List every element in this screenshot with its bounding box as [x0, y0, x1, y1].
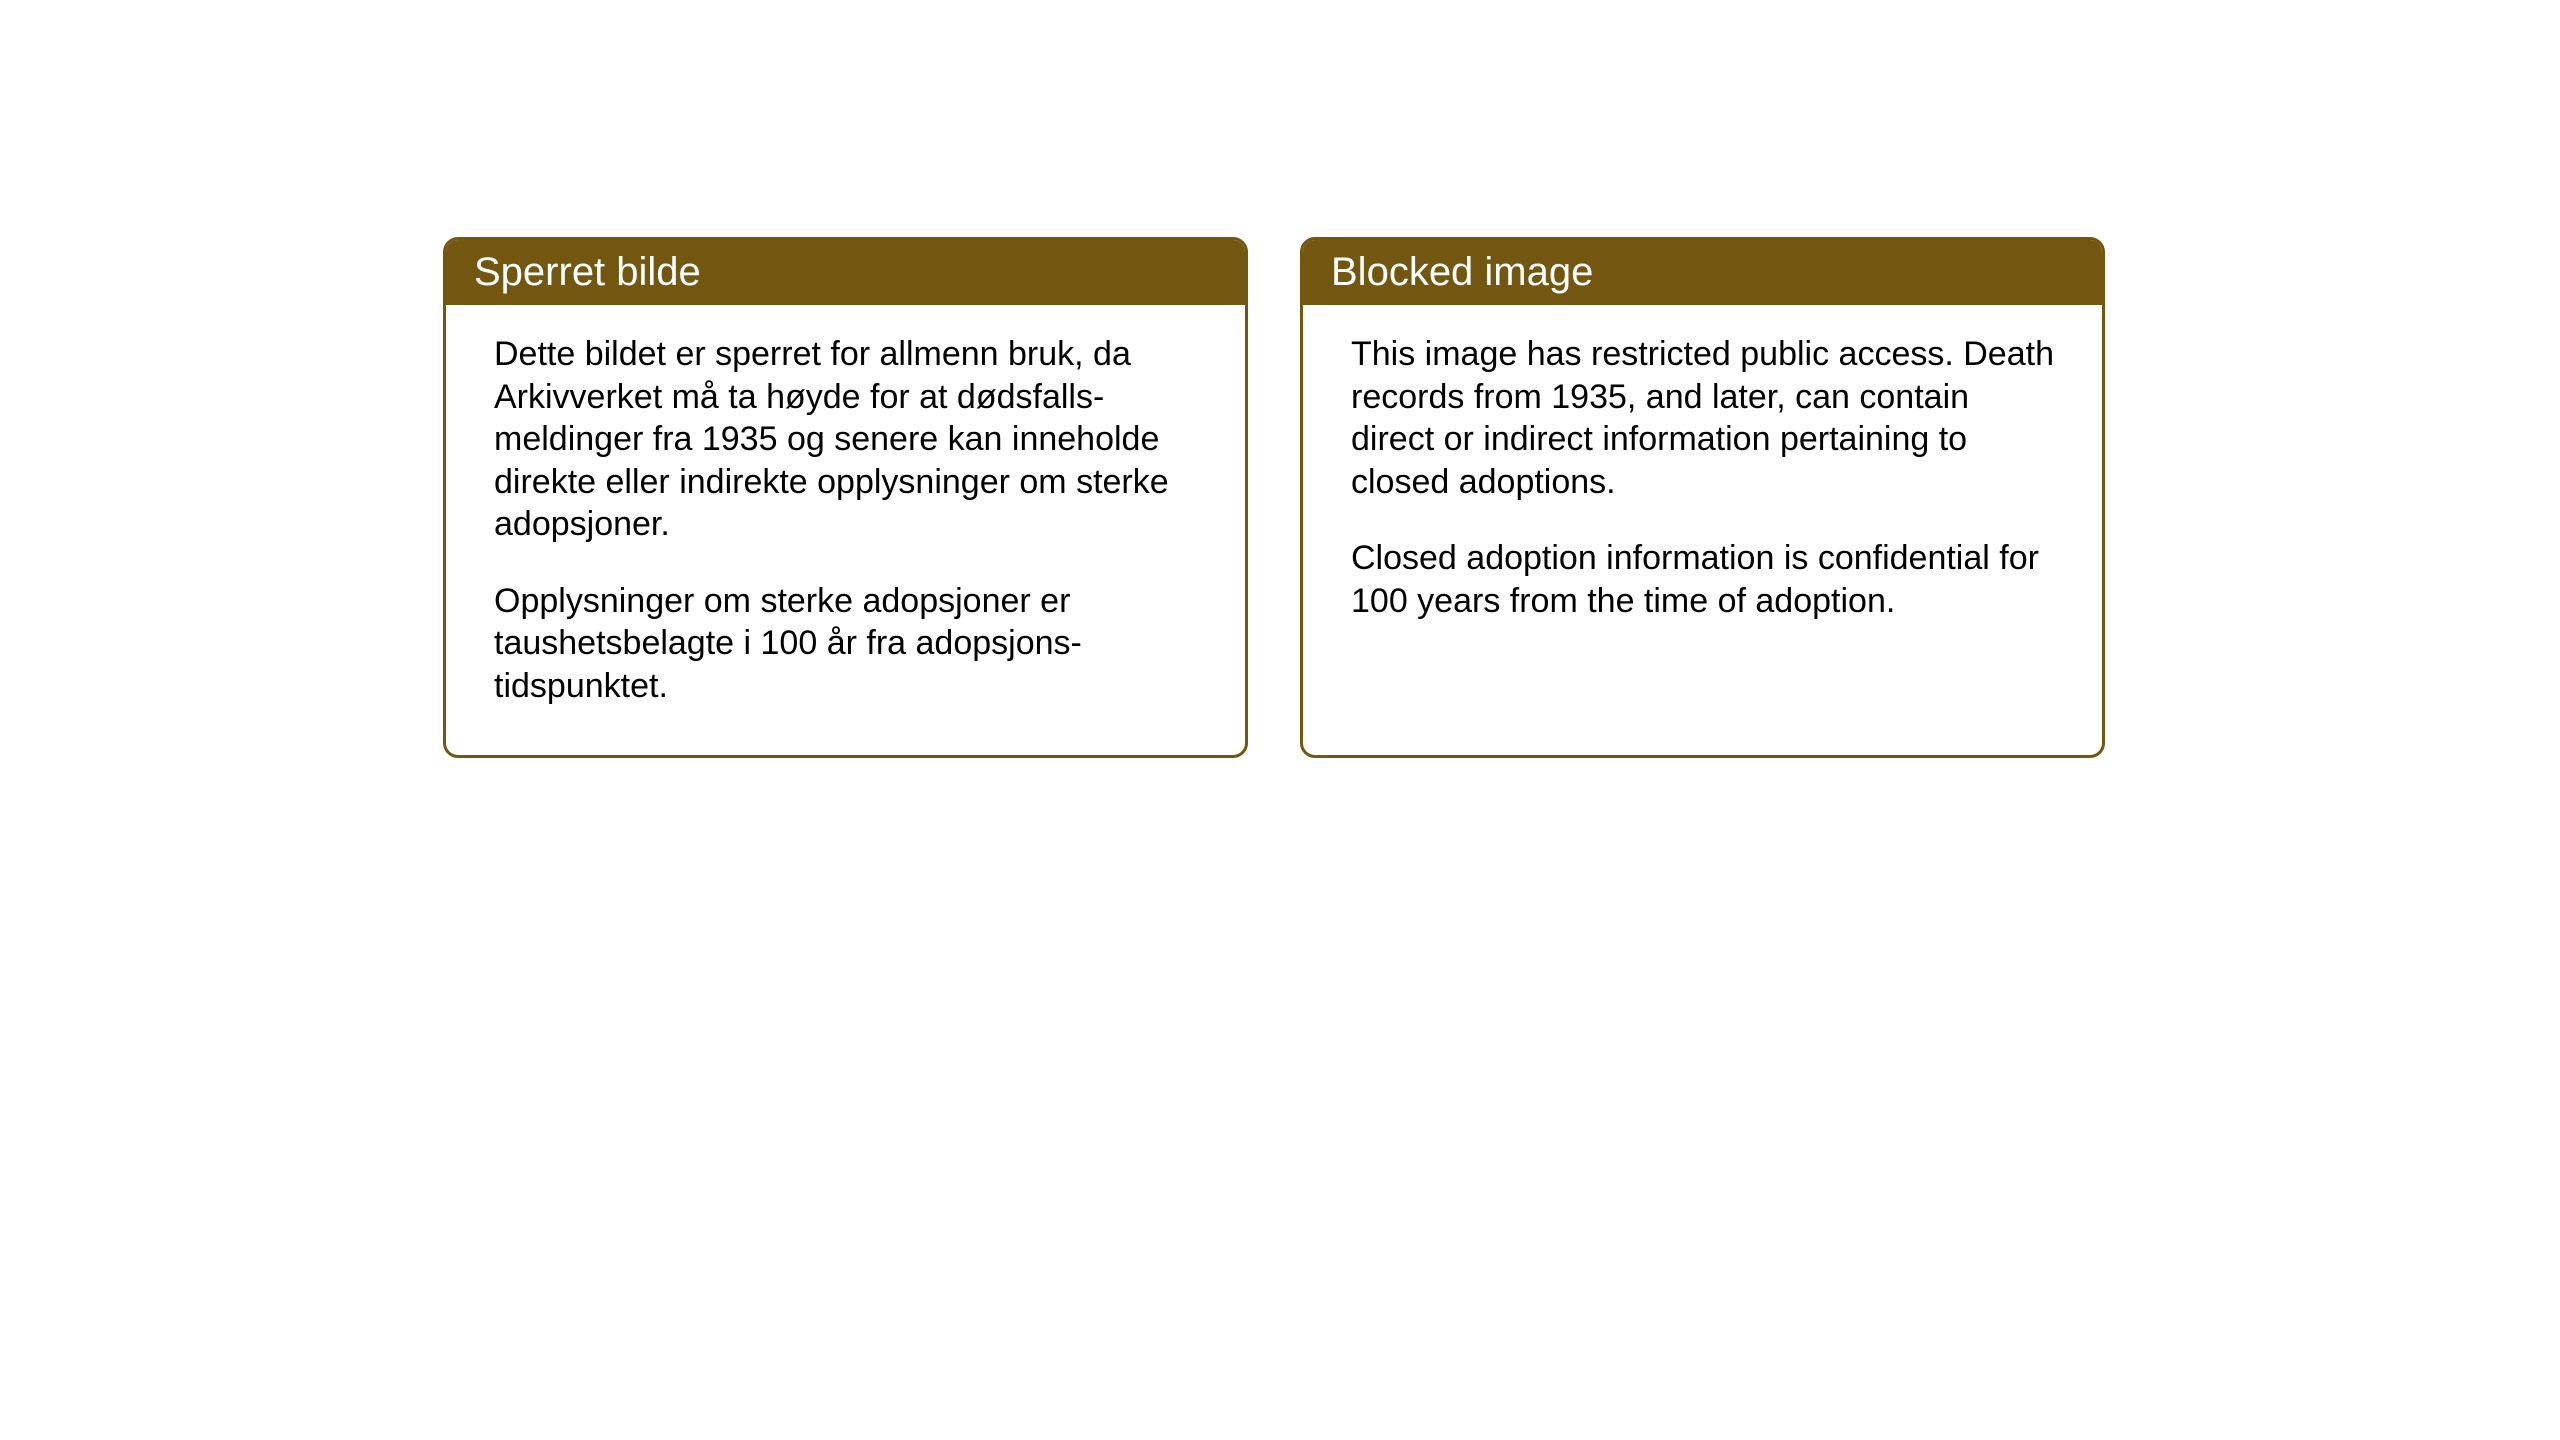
norwegian-notice-card: Sperret bilde Dette bildet er sperret fo…	[443, 237, 1248, 758]
norwegian-card-body: Dette bildet er sperret for allmenn bruk…	[446, 305, 1245, 755]
norwegian-paragraph-1: Dette bildet er sperret for allmenn bruk…	[494, 333, 1197, 546]
english-card-title: Blocked image	[1303, 240, 2102, 305]
english-paragraph-2: Closed adoption information is confident…	[1351, 537, 2054, 622]
norwegian-paragraph-2: Opplysninger om sterke adopsjoner er tau…	[494, 580, 1197, 708]
notice-container: Sperret bilde Dette bildet er sperret fo…	[443, 237, 2105, 758]
english-card-body: This image has restricted public access.…	[1303, 305, 2102, 670]
english-notice-card: Blocked image This image has restricted …	[1300, 237, 2105, 758]
norwegian-card-title: Sperret bilde	[446, 240, 1245, 305]
english-paragraph-1: This image has restricted public access.…	[1351, 333, 2054, 503]
